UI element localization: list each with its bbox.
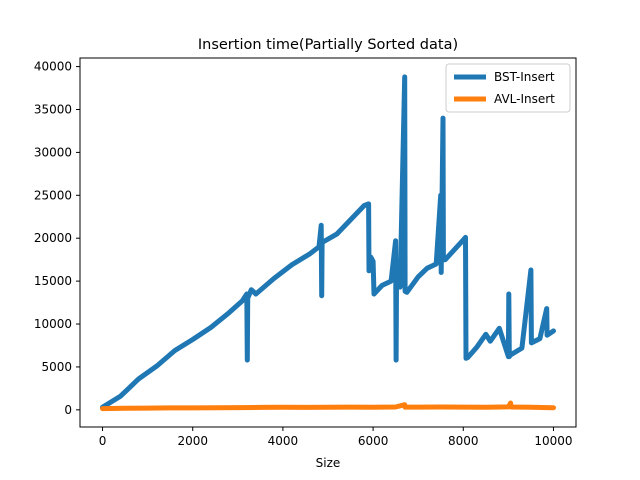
x-tick-label-5: 10000 <box>534 434 572 448</box>
x-tick-label-4: 8000 <box>448 434 479 448</box>
chart-title: Insertion time(Partially Sorted data) <box>198 37 458 53</box>
y-axis: 0 5000 10000 15000 20000 25000 30000 35000 40000 <box>34 60 80 417</box>
axes-frame <box>79 57 577 428</box>
x-tick-label-2: 4000 <box>268 434 299 448</box>
y-tick-label-8: 40000 <box>34 60 72 74</box>
legend-label-1: AVL-Insert <box>494 92 555 106</box>
series-line-1 <box>100 400 556 412</box>
x-tick-label-0: 0 <box>99 434 107 448</box>
legend: BST-Insert AVL-Insert <box>445 63 571 113</box>
x-axis-label: Size <box>316 456 341 470</box>
series-line-0 <box>100 74 556 410</box>
y-tick-label-2: 10000 <box>34 317 72 331</box>
y-tick-label-5: 25000 <box>34 188 72 202</box>
x-axis: 0 2000 4000 6000 8000 10000 <box>99 427 573 448</box>
y-tick-label-1: 5000 <box>41 360 72 374</box>
y-tick-label-0: 0 <box>64 403 72 417</box>
y-tick-label-6: 30000 <box>34 145 72 159</box>
x-tick-label-3: 6000 <box>358 434 389 448</box>
y-tick-label-7: 35000 <box>34 102 72 116</box>
y-tick-label-3: 15000 <box>34 274 72 288</box>
x-tick-label-1: 2000 <box>177 434 208 448</box>
y-tick-label-4: 20000 <box>34 231 72 245</box>
legend-label-0: BST-Insert <box>494 70 555 84</box>
plot-area <box>79 57 577 428</box>
